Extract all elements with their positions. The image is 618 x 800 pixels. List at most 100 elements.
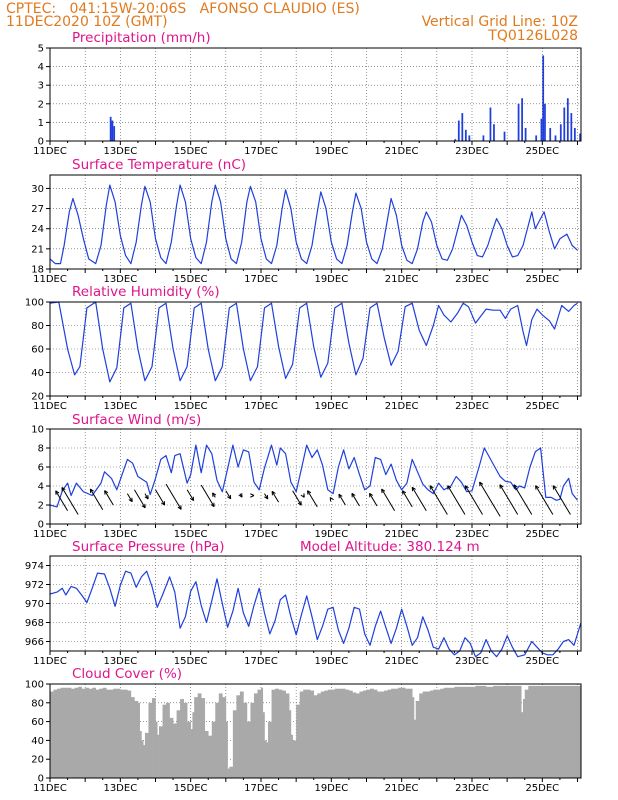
cloud-bar <box>85 687 89 778</box>
cloud-bar <box>257 689 262 778</box>
wind-vector-arrowhead <box>552 485 557 490</box>
wind-ytick-label: 2 <box>38 501 44 512</box>
cloud-bar <box>260 687 264 778</box>
pressure-date-label: 19DEC <box>314 656 348 667</box>
humidity-panel: 20 40 60 80 100 11DEC 13DEC 15DEC 17DEC 19DEC 21DE… <box>25 298 582 412</box>
cloud-bar <box>180 699 184 778</box>
cloud-bar <box>268 721 272 778</box>
cloud-bar <box>183 702 188 778</box>
pressure-series-line <box>49 570 582 658</box>
cloud-bar <box>475 685 480 778</box>
wind-vector-arrowhead <box>381 488 386 494</box>
precip-title: Precipitation (mm/h) <box>72 30 211 46</box>
pressure-ytick-label: 966 <box>25 637 44 648</box>
humidity-date-label: 11DEC <box>33 401 67 412</box>
cloud-bar <box>528 685 533 778</box>
cloud-bar <box>127 690 132 778</box>
humidity-ytick-label: 20 <box>31 392 44 403</box>
cloud-bar <box>296 704 300 778</box>
precip-date-label: 21DEC <box>385 146 419 157</box>
cloud-bar <box>266 742 269 778</box>
wind-vector-arrow <box>186 489 195 501</box>
cloud-bar <box>159 726 163 778</box>
wind-vector-arrowhead <box>227 494 232 500</box>
precip-bar <box>549 127 552 141</box>
cloud-bar <box>334 688 339 778</box>
cloud-bar <box>471 686 476 778</box>
wind-date-label: 21DEC <box>385 529 419 540</box>
cloud-bar <box>331 689 336 778</box>
humidity-ytick-label: 80 <box>31 321 44 332</box>
cloud-bar <box>303 689 308 778</box>
cloud-bar <box>162 704 167 778</box>
wind-vector-arrow <box>271 491 280 503</box>
wind-date-label: 11DEC <box>33 529 67 540</box>
precip-bar <box>457 120 460 141</box>
cloud-bar <box>468 686 473 778</box>
cloud-bar <box>348 690 353 778</box>
wind-vector-arrowhead <box>351 492 356 498</box>
cloud-bar <box>53 689 58 778</box>
cloud-bar <box>440 688 445 778</box>
pressure-date-label: 13DEC <box>103 656 137 667</box>
pressure-date-label: 25DEC <box>525 656 559 667</box>
wind-vector-arrow <box>369 493 378 507</box>
cloud-bar <box>218 693 223 778</box>
cloud-date-label: 23DEC <box>455 783 489 794</box>
cloud-bar <box>113 688 118 778</box>
precip-panel: 0 1 2 3 4 5 11DEC 13DEC 15DEC 17DEC 19DEC 21DEC 23DE… <box>33 44 582 157</box>
cloud-bar <box>81 688 86 778</box>
wind-vector-arrowhead <box>210 502 215 508</box>
wind-vector-arrow <box>165 483 182 510</box>
wind-vector-arrowhead <box>411 486 416 492</box>
precip-date-label: 15DEC <box>174 146 208 157</box>
cloud-bar <box>552 685 557 778</box>
cloud-bar <box>419 693 424 778</box>
cloud-bar <box>387 689 392 778</box>
cloud-bar <box>250 702 255 778</box>
cloud-bar <box>192 712 195 778</box>
cloud-ytick-label: 80 <box>31 698 44 709</box>
cloud-bar <box>373 689 378 778</box>
cloud-bar <box>310 690 315 778</box>
cloud-bar <box>384 690 388 778</box>
humidity-date-label: 19DEC <box>314 401 348 412</box>
cloud-bar <box>324 690 329 778</box>
cloud-bar <box>570 685 575 778</box>
cloud-bar <box>64 687 68 778</box>
precip-ytick-label: 3 <box>38 81 44 92</box>
wind-vector-arrow <box>513 484 533 515</box>
humidity-title: Relative Humidity (%) <box>72 284 220 300</box>
wind-series-line <box>49 444 578 508</box>
cloud-bar <box>355 693 360 778</box>
wind-vector-arrowhead <box>297 501 302 506</box>
cloud-bar <box>412 697 415 778</box>
cloud-bar <box>327 689 332 778</box>
wind-vector-arrowhead <box>61 487 66 492</box>
cloud-bar <box>422 691 427 778</box>
pressure-date-label: 11DEC <box>33 656 67 667</box>
cloud-bar <box>493 685 497 778</box>
cloud-bar <box>246 721 251 778</box>
cloud-bar <box>370 688 374 778</box>
humidity-date-label: 17DEC <box>244 401 278 412</box>
cloud-bar <box>320 691 325 778</box>
cloud-bar <box>429 690 434 778</box>
humidity-series-line <box>49 301 578 383</box>
cloud-bar <box>157 734 160 778</box>
cloud-date-label: 25DEC <box>525 783 559 794</box>
wind-vector-arrowhead <box>535 485 540 490</box>
wind-vector-arrow <box>381 488 396 511</box>
precip-ytick-label: 0 <box>38 137 44 148</box>
cloud-bar <box>377 691 381 778</box>
cloud-bar <box>285 693 290 778</box>
temperature-date-label: 17DEC <box>244 274 278 285</box>
cloud-bar <box>271 689 276 778</box>
humidity-date-label: 21DEC <box>385 401 419 412</box>
cloud-bar <box>433 689 438 778</box>
cloud-bar <box>538 685 543 778</box>
wind-ytick-label: 6 <box>38 463 44 474</box>
precip-bar <box>109 116 112 141</box>
cloud-bar <box>391 688 395 778</box>
